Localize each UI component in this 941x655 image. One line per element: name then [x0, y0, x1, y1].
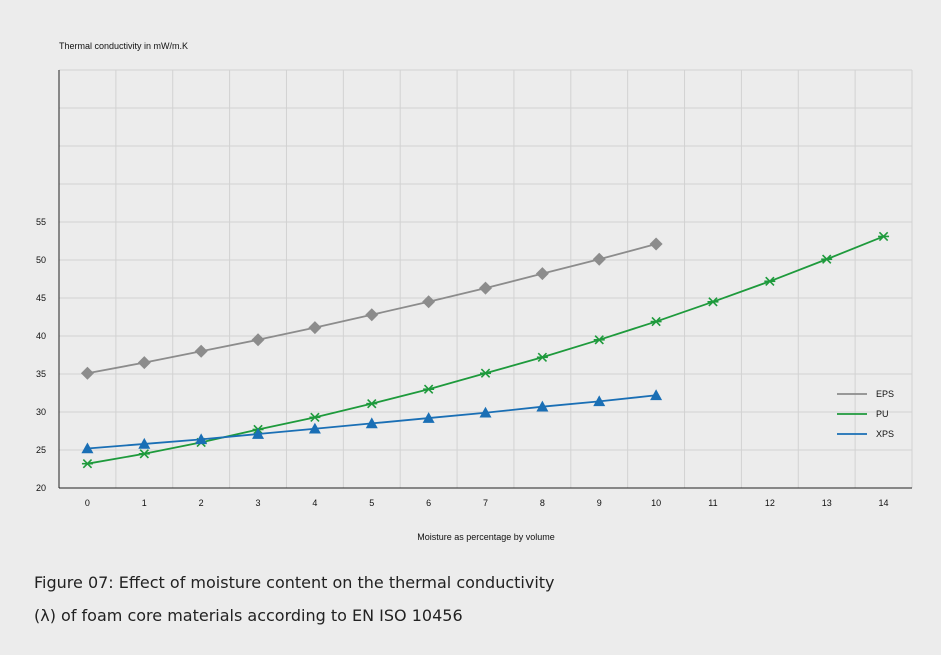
- x-tick-label: 2: [199, 498, 204, 508]
- legend: EPS PU XPS: [837, 389, 894, 439]
- x-tick-label: 14: [879, 498, 889, 508]
- data-point-xps: [365, 417, 378, 429]
- data-point-xps: [536, 400, 549, 412]
- data-point-xps: [308, 422, 321, 434]
- data-point-xps: [422, 412, 435, 423]
- data-point-eps: [80, 366, 94, 380]
- chart-background: [0, 0, 941, 560]
- x-tick-label: 13: [822, 498, 832, 508]
- data-point-pu: [650, 316, 662, 327]
- x-axis-label: Moisture as percentage by volume: [417, 532, 555, 542]
- figure-caption-line-1: Figure 07: Effect of moisture content on…: [34, 573, 555, 592]
- data-point-eps: [479, 281, 492, 295]
- data-point-xps: [195, 433, 208, 445]
- x-tick-label: 9: [597, 498, 602, 508]
- x-tick-label: 0: [85, 498, 90, 508]
- x-tick-label: 8: [540, 498, 545, 508]
- x-tick-label: 11: [708, 498, 717, 508]
- series-xps: [81, 389, 663, 454]
- data-point-eps: [137, 356, 151, 370]
- data-point-pu: [309, 412, 321, 423]
- y-tick-label: 55: [36, 217, 46, 227]
- data-point-pu: [878, 231, 890, 242]
- y-axis-label: Thermal conductivity in mW/m.K: [59, 41, 188, 51]
- x-tick-label: 5: [369, 498, 374, 508]
- axes: [58, 70, 912, 489]
- grid-lines: [59, 69, 913, 488]
- x-tick-label: 7: [483, 498, 488, 508]
- x-tick-label: 12: [765, 498, 775, 508]
- data-point-eps: [365, 308, 379, 322]
- legend-label-pu: PU: [876, 409, 889, 419]
- data-point-xps: [138, 437, 151, 449]
- data-point-pu: [81, 458, 93, 469]
- data-point-pu: [138, 449, 150, 459]
- data-point-xps: [593, 395, 606, 407]
- y-tick-label: 50: [36, 255, 46, 265]
- series-eps: [80, 237, 663, 380]
- data-point-xps: [479, 406, 492, 418]
- data-point-eps: [251, 333, 265, 347]
- x-tick-label: 4: [312, 498, 317, 508]
- x-tick-label: 1: [142, 498, 147, 508]
- data-point-pu: [366, 398, 378, 409]
- x-tick-label: 10: [651, 498, 661, 508]
- data-point-xps: [81, 442, 94, 454]
- data-point-xps: [650, 389, 663, 401]
- data-point-pu: [423, 384, 435, 394]
- data-point-eps: [592, 252, 606, 266]
- legend-label-eps: EPS: [876, 389, 894, 399]
- data-point-xps: [252, 428, 265, 439]
- data-point-eps: [649, 237, 663, 251]
- y-tick-label: 25: [36, 445, 46, 455]
- data-point-pu: [821, 254, 833, 264]
- x-tick-label: 3: [256, 498, 261, 508]
- data-point-eps: [422, 295, 436, 309]
- figure-caption-line-2: (λ) of foam core materials according to …: [34, 606, 463, 625]
- x-tick-label: 6: [426, 498, 431, 508]
- data-point-pu: [593, 335, 605, 345]
- y-tick-label: 20: [36, 483, 46, 493]
- series-pu: [81, 231, 890, 469]
- y-tick-label: 30: [36, 407, 46, 417]
- y-tick-label: 40: [36, 331, 46, 341]
- legend-label-xps: XPS: [876, 429, 894, 439]
- data-point-eps: [194, 344, 208, 358]
- data-point-pu: [480, 368, 491, 378]
- y-tick-label: 35: [36, 369, 46, 379]
- data-point-eps: [308, 321, 322, 335]
- data-point-eps: [535, 267, 549, 281]
- data-point-pu: [764, 276, 776, 286]
- series-group: [80, 231, 890, 469]
- data-point-pu: [707, 297, 719, 307]
- data-point-pu: [536, 352, 548, 362]
- y-tick-label: 45: [36, 293, 46, 303]
